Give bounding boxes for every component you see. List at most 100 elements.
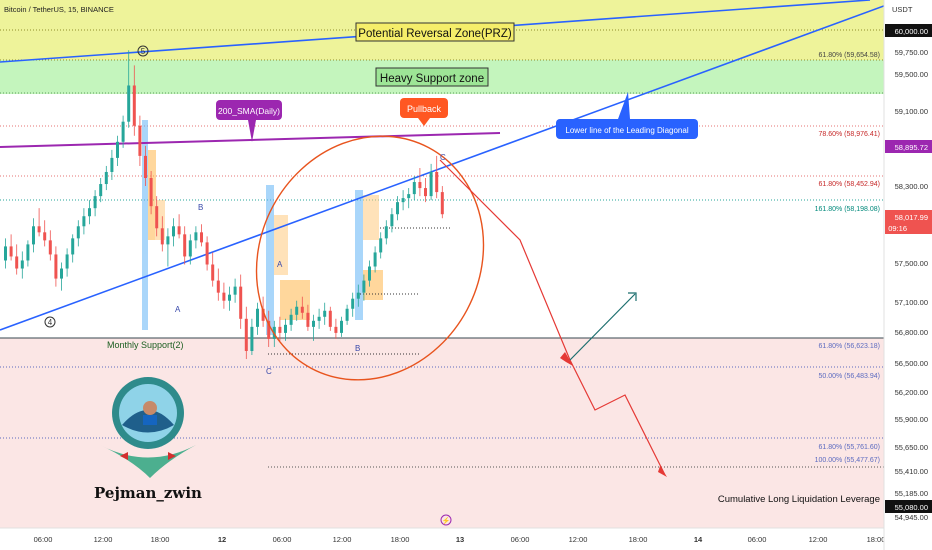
candle-body[interactable] [132,85,136,126]
candle-body[interactable] [121,121,125,142]
candle-body[interactable] [261,308,265,321]
candle-body[interactable] [200,232,203,243]
candle-body[interactable] [300,306,304,313]
candle-body[interactable] [373,252,377,267]
candle-body[interactable] [256,308,259,327]
top-price-tag [885,24,932,37]
candle-body[interactable] [345,308,349,321]
candle-body[interactable] [429,171,433,197]
monthly-support-label: Monthly Support(2) [107,340,184,350]
candle-body[interactable] [4,246,7,261]
candle-body[interactable] [160,228,164,245]
candle-body[interactable] [116,141,119,158]
candle-body[interactable] [233,286,237,295]
candle-body[interactable] [65,254,69,269]
candle-body[interactable] [155,206,159,229]
fib-label-5: 61.80% (56,623.18) [819,343,881,350]
candle-body[interactable] [166,236,170,245]
projection-path[interactable] [439,159,666,476]
candle-body[interactable] [323,310,327,317]
candle-body[interactable] [250,326,254,351]
candle-body[interactable] [351,298,355,309]
candle-body[interactable] [177,226,181,235]
candle-body[interactable] [110,157,114,172]
candle-body[interactable] [211,264,215,281]
candle-body[interactable] [384,226,388,239]
candle-body[interactable] [99,184,103,197]
candle-body[interactable] [418,182,422,189]
time-tick-label: 12:00 [569,535,588,544]
candle-body[interactable] [60,268,63,279]
fib-label-7: 61.80% (55,761.60) [819,444,881,451]
candle-body[interactable] [390,214,394,227]
candle-body[interactable] [9,246,13,257]
candle-body[interactable] [93,196,97,209]
diagonal-callout-box [556,119,698,139]
candle-body[interactable] [222,292,226,301]
candle-body[interactable] [362,280,366,293]
candle-body[interactable] [312,320,315,327]
candle-body[interactable] [401,198,405,203]
candle-body[interactable] [149,178,153,207]
candle-body[interactable] [172,226,175,237]
candle-body[interactable] [144,155,147,179]
candle-body[interactable] [244,318,248,351]
candle-body[interactable] [138,125,142,156]
lightning-icon[interactable] [440,514,452,526]
candle-body[interactable] [295,306,299,315]
candle-body[interactable] [37,226,41,233]
candle-body[interactable] [328,310,332,327]
candle-body[interactable] [379,238,383,253]
sma-callout-pointer [248,120,256,142]
candle-body[interactable] [284,324,287,333]
candle-body[interactable] [183,234,187,257]
candle-body[interactable] [127,85,131,122]
candle-body[interactable] [239,286,243,319]
sma-callout-label: 200_SMA(Daily) [218,106,280,116]
candle-body[interactable] [26,244,30,261]
candle-body[interactable] [440,192,444,215]
candle-body[interactable] [88,208,91,217]
candle-body[interactable] [104,171,108,185]
bounce-arrow[interactable] [569,293,636,361]
candle-body[interactable] [267,320,271,339]
candle-body[interactable] [278,326,282,333]
wave-labels: 5 4 B A A C B C [44,45,446,376]
sma-price-tag [885,140,932,153]
price-axis[interactable] [884,0,932,550]
leading-diagonal-line[interactable] [0,0,901,331]
candle-body[interactable] [43,232,47,241]
candle-body[interactable] [54,254,58,279]
candle-body[interactable] [48,240,52,255]
candle-body[interactable] [396,202,399,215]
pullback-ellipse[interactable] [214,96,526,420]
price-tick-label: 55,650.00 [895,443,928,452]
candle-body[interactable] [317,316,321,321]
candle-body[interactable] [76,226,80,239]
candle-body[interactable] [306,312,310,327]
candle-body[interactable] [435,171,439,193]
candle-body[interactable] [340,320,343,333]
candle-body[interactable] [205,242,209,265]
candle-body[interactable] [228,294,231,301]
candle-body[interactable] [356,292,360,299]
candle-body[interactable] [71,238,75,255]
lightning-icon-glyph: ⚡ [442,516,451,525]
candle-body[interactable] [334,326,338,333]
candle-body[interactable] [412,182,416,195]
candle-body[interactable] [424,188,427,197]
sma-200-line[interactable] [0,132,501,148]
candle-body[interactable] [15,256,19,269]
candle-body[interactable] [32,226,35,245]
candle-body[interactable] [289,314,293,325]
candle-body[interactable] [82,216,86,227]
candle-body[interactable] [407,194,411,199]
fib-label-8: 100.00% (55,477.67) [815,457,880,464]
time-axis[interactable] [0,528,884,550]
candle-body[interactable] [216,280,220,293]
candle-body[interactable] [194,232,198,241]
candle-body[interactable] [188,240,192,257]
candle-body[interactable] [368,266,371,281]
candle-body[interactable] [20,260,24,269]
